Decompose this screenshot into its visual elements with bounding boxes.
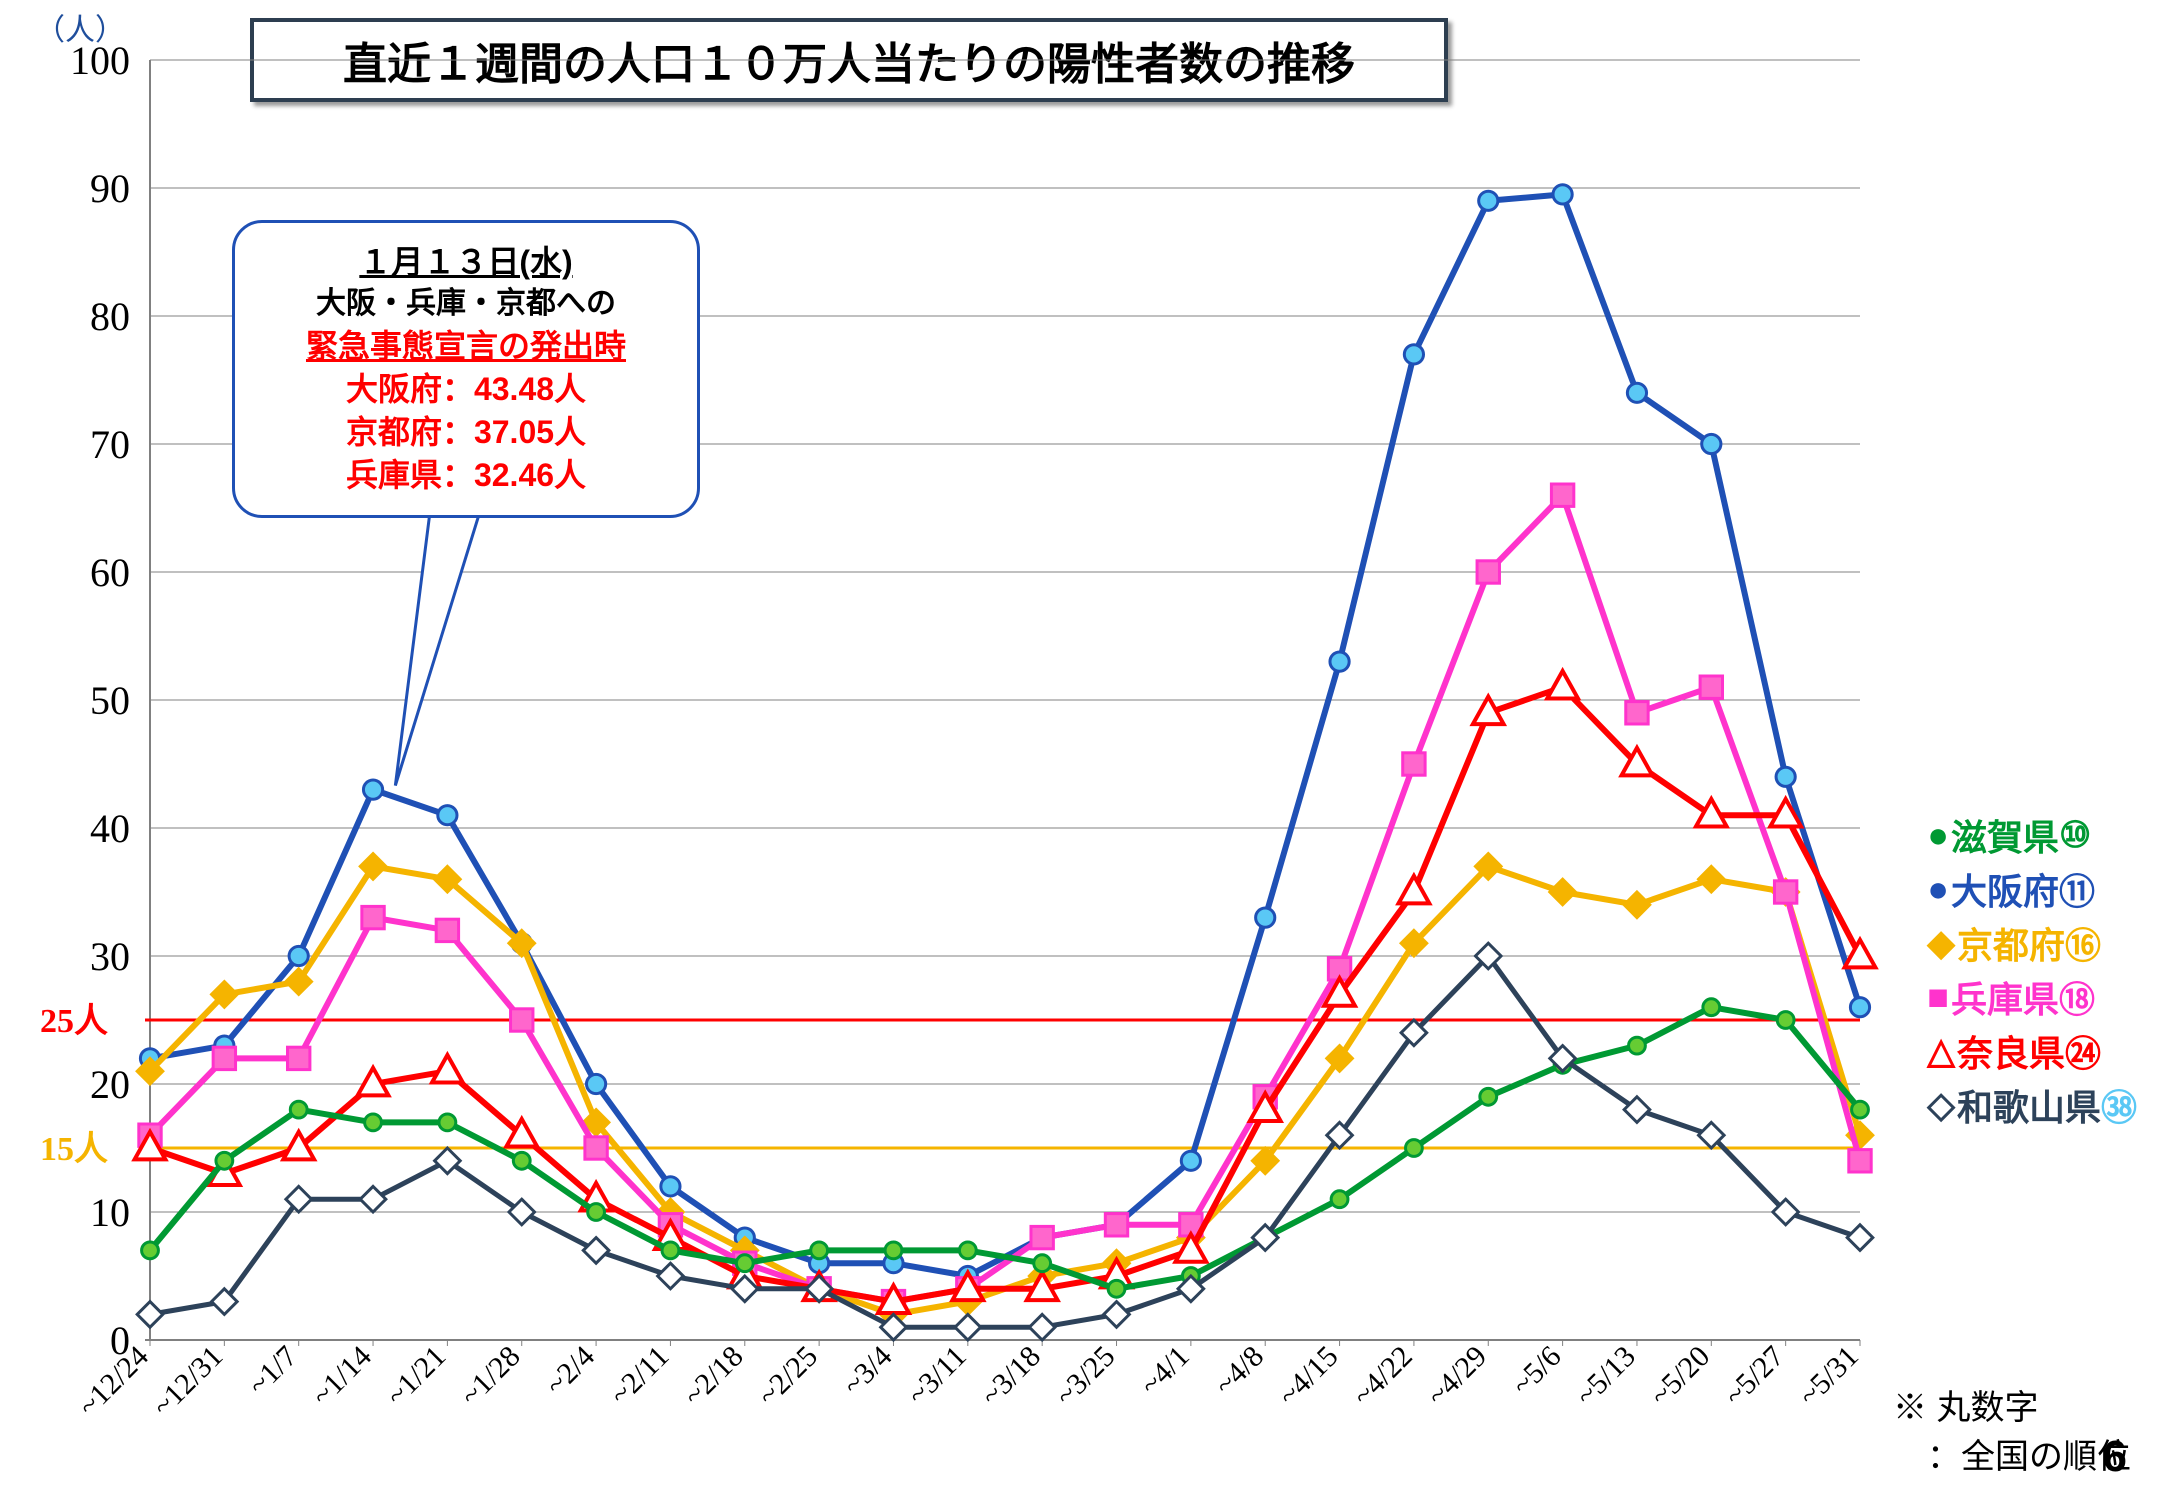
svg-text:~3/18: ~3/18 — [975, 1340, 1048, 1413]
svg-text:~3/25: ~3/25 — [1049, 1340, 1122, 1413]
svg-text:15人: 15人 — [40, 1130, 108, 1168]
legend-label: 奈良県 — [1957, 1025, 2065, 1077]
svg-text:~4/8: ~4/8 — [1208, 1340, 1270, 1402]
legend-note-line: ※ 丸数字 — [1893, 1380, 2131, 1429]
legend-rank: ⑯ — [2065, 917, 2101, 969]
svg-text:25人: 25人 — [40, 1002, 108, 1040]
svg-text:100: 100 — [70, 38, 130, 83]
legend-rank: ⑱ — [2059, 971, 2095, 1023]
callout-bubble: １月１３日(水)大阪・兵庫・京都への緊急事態宣言の発出時大阪府：43.48人京都… — [232, 220, 700, 518]
svg-text:~5/13: ~5/13 — [1569, 1340, 1642, 1413]
svg-text:~2/4: ~2/4 — [539, 1340, 601, 1402]
svg-text:~1/7: ~1/7 — [242, 1340, 304, 1402]
svg-text:~5/20: ~5/20 — [1644, 1340, 1717, 1413]
svg-text:~5/6: ~5/6 — [1506, 1340, 1568, 1402]
legend-rank: ㊳ — [2101, 1079, 2137, 1131]
legend-marker: ◆ — [1927, 922, 1955, 964]
svg-text:~1/21: ~1/21 — [380, 1340, 453, 1413]
svg-text:~4/15: ~4/15 — [1272, 1340, 1345, 1413]
svg-text:20: 20 — [90, 1062, 130, 1107]
callout-line: 大阪・兵庫・京都への — [261, 284, 671, 325]
legend-item: ◆京都府⑯ — [1927, 918, 2137, 968]
page: 直近１週間の人口１０万人当たりの陽性者数の推移 （人） 010203040506… — [0, 0, 2167, 1500]
page-number: 6 — [2103, 1432, 2127, 1482]
legend-label: 和歌山県 — [1957, 1079, 2101, 1131]
legend-marker: △ — [1927, 1030, 1955, 1072]
legend-rank: ⑩ — [2059, 814, 2091, 856]
legend-item: △奈良県㉔ — [1927, 1026, 2137, 1076]
legend-note: ※ 丸数字 ：全国の順位 — [1893, 1380, 2131, 1478]
legend-label: 京都府 — [1957, 917, 2065, 969]
callout-line: 京都府：37.05人 — [261, 411, 671, 454]
svg-text:80: 80 — [90, 294, 130, 339]
svg-text:~12/31: ~12/31 — [146, 1340, 229, 1423]
legend-marker: ● — [1927, 814, 1949, 856]
svg-text:~4/1: ~4/1 — [1134, 1340, 1196, 1402]
svg-text:90: 90 — [90, 166, 130, 211]
legend-rank: ⑪ — [2059, 863, 2095, 915]
svg-text:~2/18: ~2/18 — [677, 1340, 750, 1413]
svg-text:~2/25: ~2/25 — [752, 1340, 825, 1413]
legend-marker: ◇ — [1927, 1084, 1955, 1126]
svg-text:~4/29: ~4/29 — [1421, 1340, 1494, 1413]
callout-line: 大阪府：43.48人 — [261, 368, 671, 411]
callout-line: 兵庫県：32.46人 — [261, 454, 671, 497]
legend-label: 滋賀県 — [1951, 809, 2059, 861]
legend-item: ●滋賀県⑩ — [1927, 810, 2137, 860]
svg-text:10: 10 — [90, 1190, 130, 1235]
svg-text:~5/31: ~5/31 — [1792, 1340, 1865, 1413]
legend-item: ■兵庫県⑱ — [1927, 972, 2137, 1022]
svg-text:~1/28: ~1/28 — [454, 1340, 527, 1413]
legend: ●滋賀県⑩●大阪府⑪◆京都府⑯■兵庫県⑱△奈良県㉔◇和歌山県㊳ — [1927, 810, 2137, 1134]
legend-marker: ■ — [1927, 976, 1949, 1018]
svg-text:30: 30 — [90, 934, 130, 979]
svg-text:~5/27: ~5/27 — [1718, 1340, 1791, 1413]
svg-text:~3/4: ~3/4 — [837, 1340, 899, 1402]
callout-line: 緊急事態宣言の発出時 — [261, 325, 671, 368]
svg-text:~2/11: ~2/11 — [604, 1340, 676, 1412]
callout-line: １月１３日(水) — [261, 241, 671, 284]
legend-label: 大阪府 — [1951, 863, 2059, 915]
svg-text:60: 60 — [90, 550, 130, 595]
svg-text:40: 40 — [90, 806, 130, 851]
svg-text:50: 50 — [90, 678, 130, 723]
legend-rank: ㉔ — [2065, 1025, 2101, 1077]
legend-item: ◇和歌山県㊳ — [1927, 1080, 2137, 1130]
svg-text:~4/22: ~4/22 — [1346, 1340, 1419, 1413]
legend-note-line: ：全国の順位 — [1893, 1429, 2131, 1478]
legend-label: 兵庫県 — [1951, 971, 2059, 1023]
svg-text:70: 70 — [90, 422, 130, 467]
svg-text:~1/14: ~1/14 — [305, 1340, 378, 1413]
svg-text:~3/11: ~3/11 — [901, 1340, 973, 1412]
legend-item: ●大阪府⑪ — [1927, 864, 2137, 914]
legend-marker: ● — [1927, 868, 1949, 910]
